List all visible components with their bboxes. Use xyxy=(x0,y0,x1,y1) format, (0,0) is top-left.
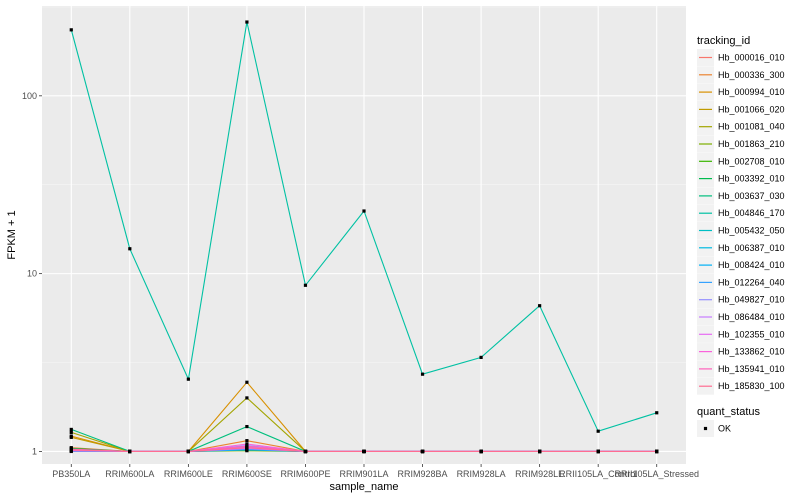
legend-label: Hb_000016_010 xyxy=(718,53,785,63)
legend-label: Hb_012264_040 xyxy=(718,277,785,287)
legend-label: Hb_185830_100 xyxy=(718,381,785,391)
legend-label: Hb_000336_300 xyxy=(718,70,785,80)
legend-label: Hb_086484_010 xyxy=(718,312,785,322)
legend-label: Hb_001066_020 xyxy=(718,104,785,114)
x-tick-label: RRIM928LE xyxy=(515,469,564,479)
shape-legend-point xyxy=(703,426,708,431)
legend-label: Hb_000994_010 xyxy=(718,87,785,97)
y-axis-title: FPKM + 1 xyxy=(6,210,18,259)
data-point xyxy=(420,372,425,376)
data-point xyxy=(362,209,366,213)
legend-label: Hb_006387_010 xyxy=(718,243,785,253)
y-tick-label: 1 xyxy=(32,446,37,456)
data-point xyxy=(69,448,73,452)
data-point xyxy=(128,449,132,454)
x-axis-title: sample_name xyxy=(329,481,398,493)
legend-label: Hb_003637_030 xyxy=(718,191,785,201)
data-point xyxy=(538,449,542,454)
x-tick-label: RRIM928LA xyxy=(457,469,506,479)
data-point xyxy=(69,435,73,439)
x-tick-label: RRIM600PE xyxy=(280,469,330,479)
data-points xyxy=(69,20,659,454)
data-point xyxy=(186,377,190,381)
legend-label: Hb_008424_010 xyxy=(718,260,785,270)
y-axis: 1 10 100 xyxy=(22,91,42,456)
legend-title: tracking_id xyxy=(697,35,750,47)
legend-label: Hb_001081_040 xyxy=(718,122,785,132)
x-axis: PB350LA RRIM600LA RRIM600LE RRIM600SE RRIM60… xyxy=(52,464,699,479)
legend-label: Hb_049827_010 xyxy=(718,295,785,305)
x-tick-label: RRIM928BA xyxy=(398,469,448,479)
x-tick-label: RRIM901LA xyxy=(339,469,388,479)
legend: tracking_id Hb_000016_010 Hb_000336_300 Hb… xyxy=(697,35,785,437)
data-point xyxy=(362,449,366,454)
y-tick-label: 100 xyxy=(22,91,37,101)
data-point xyxy=(245,396,249,400)
shape-legend-label: OK xyxy=(718,424,731,434)
data-point xyxy=(303,449,308,454)
data-point xyxy=(69,427,73,432)
x-tick-label: RRIM600SE xyxy=(222,469,272,479)
data-point xyxy=(245,442,249,446)
legend-label: Hb_135941_010 xyxy=(718,364,785,374)
data-point xyxy=(303,283,308,287)
data-point xyxy=(479,449,483,454)
data-point xyxy=(245,446,249,450)
data-point xyxy=(245,20,249,24)
legend-label: Hb_003392_010 xyxy=(718,174,785,184)
x-tick-label: RRII105LA_Stressed xyxy=(614,469,699,479)
data-point xyxy=(538,304,542,308)
data-point xyxy=(69,430,73,434)
data-point xyxy=(186,449,190,454)
legend-label: Hb_002708_010 xyxy=(718,156,785,166)
x-tick-label: RRIM600LA xyxy=(105,469,154,479)
legend-label: Hb_005432_050 xyxy=(718,226,785,236)
data-point xyxy=(420,449,425,454)
legend-label: Hb_133862_010 xyxy=(718,347,785,357)
data-point xyxy=(128,247,132,251)
data-point xyxy=(596,429,600,433)
legend-label: Hb_001863_210 xyxy=(718,139,785,149)
data-point xyxy=(245,424,249,429)
legend-label: Hb_004846_170 xyxy=(718,208,785,218)
legend-label: Hb_102355_010 xyxy=(718,329,785,339)
data-point xyxy=(596,449,600,454)
shape-legend-title: quant_status xyxy=(697,406,760,418)
data-point xyxy=(655,411,659,415)
x-tick-label: PB350LA xyxy=(52,469,90,479)
x-tick-label: RRII105LA_Control xyxy=(559,469,637,479)
data-point xyxy=(69,28,73,32)
data-point xyxy=(655,449,659,454)
data-point xyxy=(245,439,249,443)
y-tick-label: 10 xyxy=(27,269,37,279)
grid xyxy=(42,6,686,464)
x-tick-label: RRIM600LE xyxy=(164,469,213,479)
data-point xyxy=(479,355,483,360)
data-point xyxy=(245,380,249,384)
